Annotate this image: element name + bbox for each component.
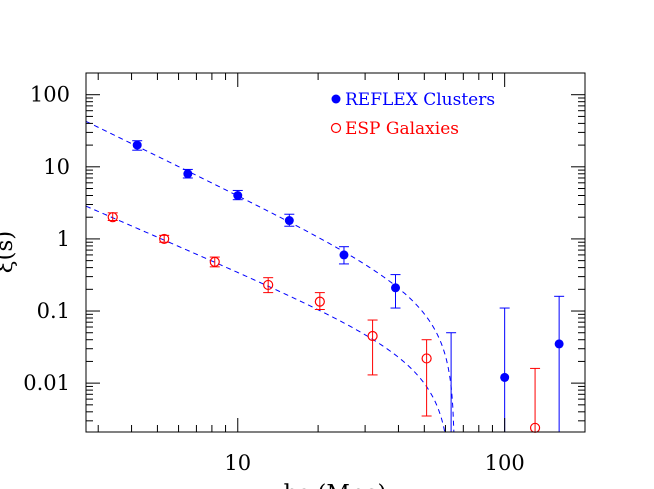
point-reflex-clusters [284,216,294,226]
point-reflex-clusters [554,339,564,349]
point-esp-galaxies [209,256,220,268]
y-axis-title: ξ(s) [0,231,18,273]
y-tick-label: 0.01 [23,371,70,395]
point-reflex-clusters [132,140,142,150]
y-tick-label: 1 [57,227,70,251]
legend-label-esp-galaxies: ESP Galaxies [345,119,459,139]
x-tick-label: 100 [485,451,525,475]
point-esp-galaxies [107,212,118,223]
point-esp-galaxies [159,233,170,245]
point-reflex-clusters [500,372,510,382]
x-tick-label: 10 [224,451,251,475]
legend: REFLEX Clusters ESP Galaxies [330,90,495,139]
error-bars [107,140,565,432]
axis-ticks [86,72,586,432]
y-tick-label: 0.1 [37,299,70,323]
tick-labels: 10 100 100 10 1 0.1 0.01 [23,83,524,475]
legend-label-reflex-clusters: REFLEX Clusters [345,90,495,110]
point-reflex-clusters [339,250,349,260]
point-reflex-clusters [183,169,193,179]
legend-marker-reflex-clusters [331,94,341,104]
y-tick-label: 10 [43,155,70,179]
point-reflex-clusters [391,283,401,293]
fit-lines [86,120,455,432]
fit-line-2 [86,205,446,432]
data-points [107,140,564,433]
point-esp-galaxies [367,330,378,342]
point-reflex-clusters [233,191,243,201]
x-axis-title: hs (Mpc) [283,481,386,489]
plot-frame [85,72,586,433]
point-esp-galaxies [421,353,432,364]
legend-marker-esp-galaxies [330,122,342,134]
point-esp-galaxies [314,296,325,307]
point-esp-galaxies [263,279,274,291]
y-tick-label: 100 [30,83,70,107]
